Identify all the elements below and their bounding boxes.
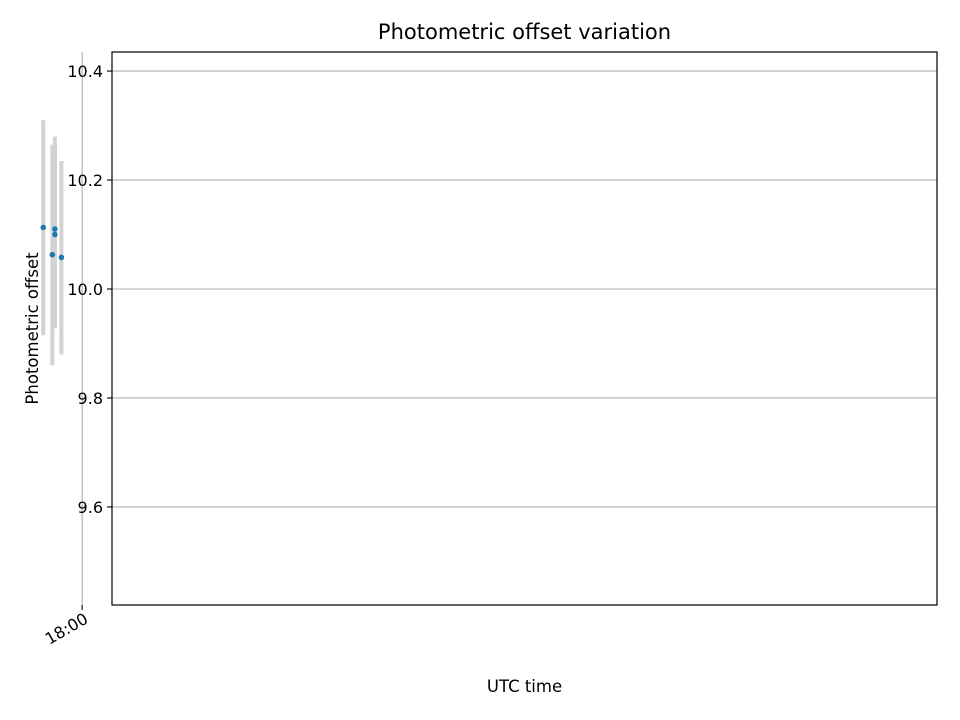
point-layer (40, 224, 65, 261)
data-point (58, 254, 65, 261)
y-tick-label: 9.6 (78, 498, 103, 517)
y-tick-label: 10.2 (67, 171, 103, 190)
y-tick-label: 9.8 (78, 389, 103, 408)
data-point (52, 226, 58, 232)
plot-area-frame (111, 51, 938, 606)
data-point (52, 231, 58, 238)
x-axis-label: UTC time (487, 677, 562, 696)
y-axis-label: Photometric offset (23, 252, 42, 405)
y-tick-label: 10.0 (67, 280, 103, 299)
data-point (40, 224, 47, 231)
chart-title: Photometric offset variation (378, 20, 671, 44)
y-tick-label: 10.4 (67, 62, 103, 81)
data-point (49, 251, 56, 258)
grid-layer (81, 52, 937, 605)
